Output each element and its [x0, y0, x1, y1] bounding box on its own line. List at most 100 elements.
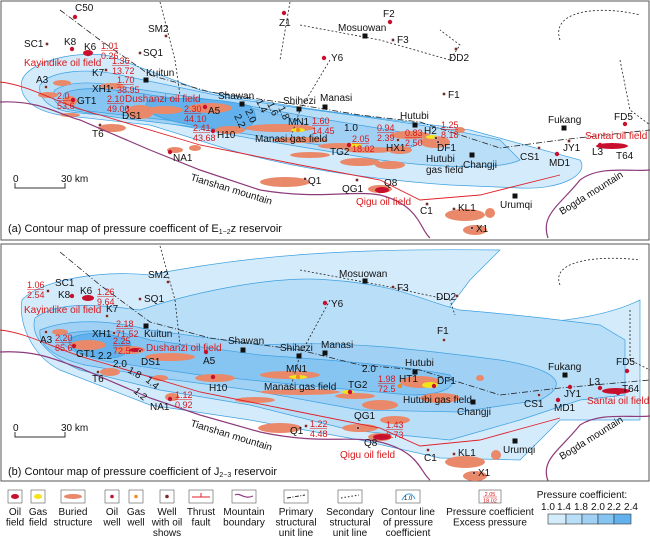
- well-marker-q1[interactable]: [304, 424, 308, 428]
- well-label: K6: [84, 42, 97, 53]
- well-marker-dd2[interactable]: [454, 47, 458, 51]
- city-marker[interactable]: [362, 33, 368, 39]
- well-marker-q1[interactable]: [303, 177, 307, 181]
- oil-field-label: Kayindike oil field: [24, 58, 101, 69]
- well-marker-t64[interactable]: [614, 143, 620, 149]
- well-marker-h2[interactable]: [434, 136, 438, 140]
- well-marker-k7[interactable]: [105, 314, 109, 318]
- well-marker-tg2[interactable]: [347, 389, 353, 395]
- city-marker[interactable]: [561, 125, 567, 131]
- well-marker-x1[interactable]: [470, 226, 474, 230]
- well-marker-y6[interactable]: [322, 300, 328, 306]
- city-marker[interactable]: [296, 353, 302, 359]
- well-marker-sc1[interactable]: [45, 42, 49, 46]
- city-marker[interactable]: [512, 438, 518, 444]
- legend: OilfieldGasfieldBuriedstructureOilwellGa…: [6, 489, 534, 539]
- city-marker[interactable]: [322, 350, 328, 356]
- well-marker-a5[interactable]: [203, 349, 209, 355]
- well-marker-f2[interactable]: [387, 19, 393, 25]
- well-marker-l3[interactable]: [597, 142, 603, 148]
- well-marker-mn1[interactable]: [295, 374, 301, 380]
- well-label: GT1: [77, 96, 97, 107]
- well-marker-y6[interactable]: [321, 55, 327, 61]
- well-marker-tg2[interactable]: [346, 142, 352, 148]
- city-marker[interactable]: [562, 372, 568, 378]
- well-marker-gt1[interactable]: [70, 97, 76, 103]
- well-marker-hx1[interactable]: [396, 138, 400, 142]
- well-marker-k8[interactable]: [69, 293, 75, 299]
- well-marker-sm2[interactable]: [164, 34, 168, 38]
- well-marker-gt1[interactable]: [71, 343, 77, 349]
- well-marker-na1[interactable]: [167, 396, 173, 402]
- well-marker-cs1[interactable]: [537, 393, 541, 397]
- well-marker-c50[interactable]: [72, 14, 78, 20]
- pressure-coefficient: 1.26: [97, 287, 115, 297]
- well-marker-kl1[interactable]: [452, 207, 456, 211]
- well-marker-qg1[interactable]: [355, 178, 359, 182]
- well-marker-l3[interactable]: [597, 385, 603, 391]
- well-marker-f1[interactable]: [442, 338, 446, 342]
- contour-label: 1.8: [275, 105, 291, 123]
- well-marker-ds1[interactable]: [126, 105, 130, 109]
- well-marker-a3[interactable]: [44, 330, 48, 334]
- well-marker-fd5[interactable]: [624, 368, 630, 374]
- city-marker[interactable]: [322, 104, 328, 110]
- well-marker-h10[interactable]: [210, 128, 216, 134]
- well-marker-fd5[interactable]: [622, 121, 628, 127]
- well-marker-kl1[interactable]: [452, 452, 456, 456]
- well-label: MD1: [554, 403, 576, 414]
- well-marker-t64[interactable]: [615, 390, 621, 396]
- well-marker-x1[interactable]: [472, 471, 476, 475]
- well-marker-na1[interactable]: [167, 149, 173, 155]
- well-marker-q8[interactable]: [377, 188, 383, 194]
- well-marker-qg1[interactable]: [356, 426, 360, 430]
- well-marker-c1[interactable]: [426, 448, 430, 452]
- well-marker-xh1[interactable]: [112, 331, 116, 335]
- city-marker[interactable]: [240, 347, 246, 353]
- city-marker[interactable]: [470, 399, 476, 405]
- well-marker-z1[interactable]: [281, 10, 287, 16]
- well-marker-df1[interactable]: [431, 383, 437, 389]
- well-marker-h10[interactable]: [210, 374, 216, 380]
- well-marker-q8[interactable]: [379, 434, 385, 440]
- well-marker-f3[interactable]: [391, 38, 395, 42]
- well-marker-md1[interactable]: [554, 151, 560, 157]
- city-marker[interactable]: [412, 369, 418, 375]
- well-marker-md1[interactable]: [555, 397, 561, 403]
- well-marker-k7[interactable]: [104, 68, 108, 72]
- well-marker-mn1[interactable]: [295, 127, 301, 133]
- city-marker[interactable]: [512, 193, 518, 199]
- well-marker-cs1[interactable]: [537, 146, 541, 150]
- well-marker-jy1[interactable]: [567, 139, 571, 143]
- city-label: Fukang: [548, 362, 581, 373]
- well-marker-ht1[interactable]: [397, 383, 403, 389]
- well-marker-sq1[interactable]: [138, 51, 142, 55]
- city-marker[interactable]: [362, 278, 368, 284]
- well-marker-a5[interactable]: [202, 104, 208, 110]
- city-marker[interactable]: [239, 101, 245, 107]
- well-marker-dd2[interactable]: [455, 294, 459, 298]
- well-marker-c1[interactable]: [425, 202, 429, 206]
- well-marker-f3[interactable]: [391, 285, 395, 289]
- well-marker-ds1[interactable]: [138, 349, 142, 353]
- well-marker-sq1[interactable]: [138, 297, 142, 301]
- well-marker-sc1[interactable]: [46, 289, 50, 293]
- well-marker-t6[interactable]: [96, 370, 100, 374]
- buried-structure: [70, 340, 106, 350]
- well-marker-t6[interactable]: [98, 123, 102, 127]
- well-marker-a3[interactable]: [44, 85, 48, 89]
- well-marker-xh1[interactable]: [110, 86, 114, 90]
- city-marker[interactable]: [412, 122, 418, 128]
- well-marker-jy1[interactable]: [567, 384, 573, 390]
- well-marker-sm2[interactable]: [166, 280, 170, 284]
- city-marker[interactable]: [296, 106, 302, 112]
- city-marker[interactable]: [469, 152, 475, 158]
- pressure-icon-excess: 18.02: [483, 499, 497, 505]
- well-marker-k6[interactable]: [85, 295, 91, 301]
- well-marker-k8[interactable]: [69, 46, 75, 52]
- well-marker-df1[interactable]: [436, 140, 440, 144]
- well-marker-k6[interactable]: [85, 51, 91, 57]
- well-marker-f1[interactable]: [442, 92, 446, 96]
- city-marker[interactable]: [143, 77, 149, 83]
- city-marker[interactable]: [143, 323, 149, 329]
